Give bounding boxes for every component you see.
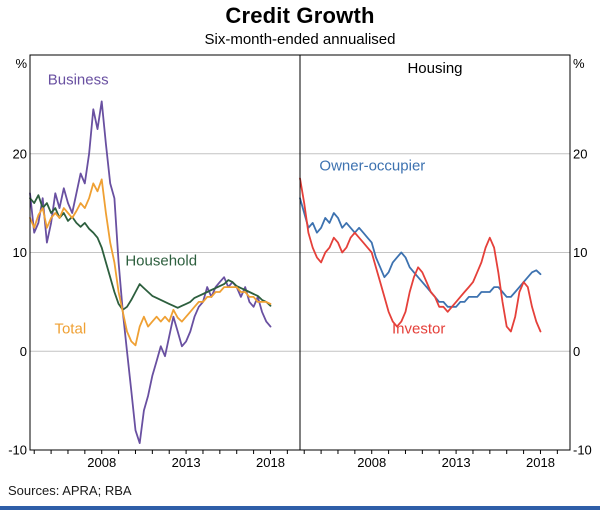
chart-subtitle: Six-month-ended annualised xyxy=(204,31,396,48)
y-tick-label: -10 xyxy=(573,443,592,458)
x-tick-label: 2018 xyxy=(526,455,555,470)
y-tick-label: 0 xyxy=(573,344,580,359)
y-tick-label: 20 xyxy=(13,146,27,161)
x-tick-label: 2018 xyxy=(256,455,285,470)
chart-title: Credit Growth xyxy=(225,3,375,28)
business-label: Business xyxy=(48,72,109,89)
x-tick-label: 2013 xyxy=(442,455,471,470)
y-tick-label: 20 xyxy=(573,146,587,161)
sources-note: Sources: APRA; RBA xyxy=(8,483,132,498)
household-line xyxy=(29,194,272,311)
y-tick-label: 10 xyxy=(573,245,587,260)
total-label: Total xyxy=(54,320,86,337)
unit-label: % xyxy=(573,56,585,71)
y-tick-label: -10 xyxy=(8,443,27,458)
investor-line xyxy=(299,177,542,333)
investor-label: Investor xyxy=(392,320,445,337)
y-tick-label: 10 xyxy=(13,245,27,260)
footer-accent-bar xyxy=(0,506,600,510)
unit-label: % xyxy=(15,56,27,71)
plot-frame xyxy=(29,54,571,451)
x-tick-label: 2008 xyxy=(357,455,386,470)
total-line xyxy=(29,178,272,347)
household-label: Household xyxy=(125,252,197,269)
business-line xyxy=(29,100,272,445)
x-tick-label: 2008 xyxy=(87,455,116,470)
panel-title: Housing xyxy=(407,60,462,77)
y-tick-label: 0 xyxy=(20,344,27,359)
x-tick-label: 2013 xyxy=(172,455,201,470)
owner-occupier-label: Owner-occupier xyxy=(319,158,425,175)
